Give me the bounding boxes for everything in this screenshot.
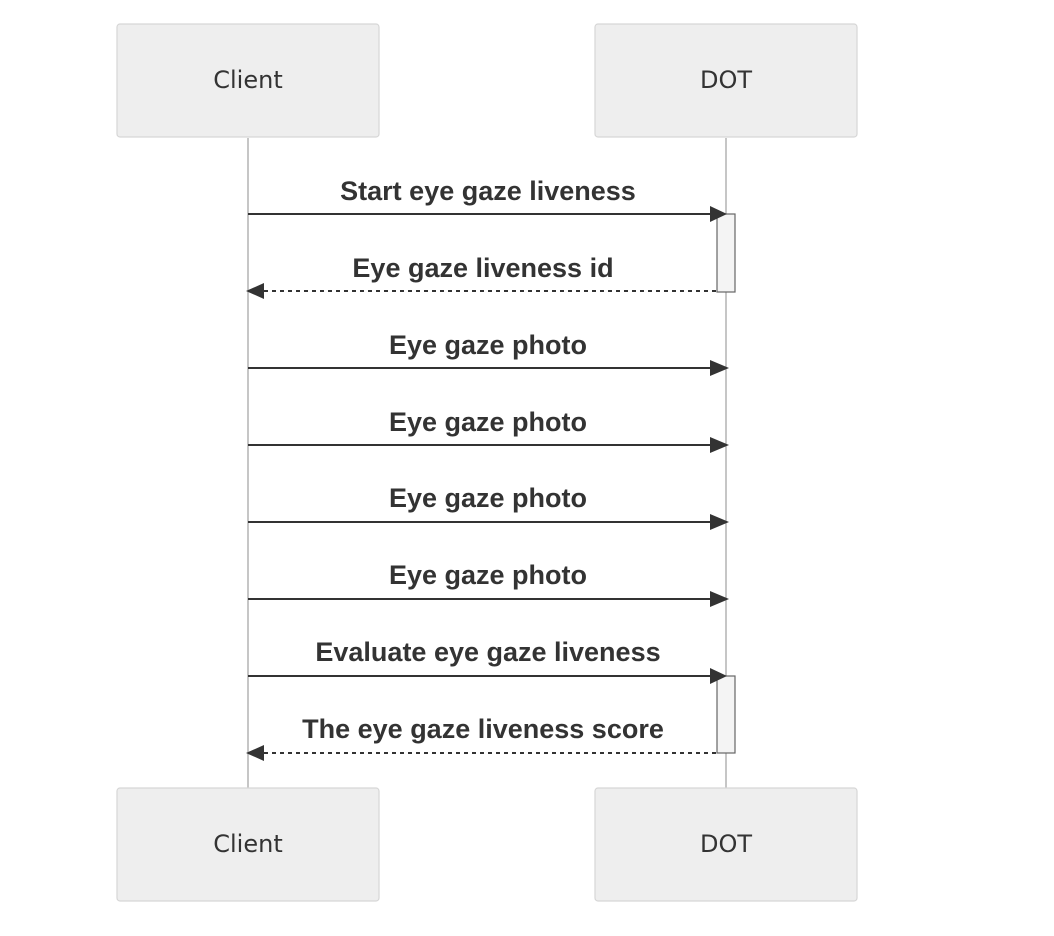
arrow-right-icon [710, 206, 727, 222]
actor-dot-top: DOT [594, 23, 858, 138]
actor-label: DOT [700, 830, 752, 858]
activation-bar [716, 213, 736, 293]
arrow-right-icon [710, 591, 729, 607]
actor-label: Client [213, 830, 282, 858]
message-label: Start eye gaze liveness [340, 176, 636, 206]
message-3: Eye gaze photo [248, 330, 729, 376]
arrow-right-icon [710, 360, 729, 376]
actor-client-bottom: Client [116, 787, 380, 902]
arrow-right-icon [710, 514, 729, 530]
message-6: Eye gaze photo [248, 560, 729, 607]
message-label: Eye gaze liveness id [352, 253, 613, 283]
message-4: Eye gaze photo [248, 407, 729, 453]
message-label: Eye gaze photo [389, 330, 587, 360]
message-label: Eye gaze photo [389, 483, 587, 513]
activation-bar [716, 675, 736, 754]
message-5: Eye gaze photo [248, 483, 729, 530]
message-label: Evaluate eye gaze liveness [315, 637, 660, 667]
arrow-left-icon [246, 283, 264, 299]
actor-client-top: Client [116, 23, 380, 138]
message-1: Start eye gaze liveness [248, 176, 727, 222]
message-label: Eye gaze photo [389, 407, 587, 437]
arrow-left-icon [246, 745, 264, 761]
message-label: The eye gaze liveness score [302, 714, 664, 744]
actor-label: Client [213, 66, 282, 94]
arrow-right-icon [710, 668, 727, 684]
message-2: Eye gaze liveness id [246, 253, 716, 299]
message-7: Evaluate eye gaze liveness [248, 637, 727, 684]
message-8: The eye gaze liveness score [246, 714, 716, 761]
message-label: Eye gaze photo [389, 560, 587, 590]
arrow-right-icon [710, 437, 729, 453]
actor-label: DOT [700, 66, 752, 94]
actor-dot-bottom: DOT [594, 787, 858, 902]
